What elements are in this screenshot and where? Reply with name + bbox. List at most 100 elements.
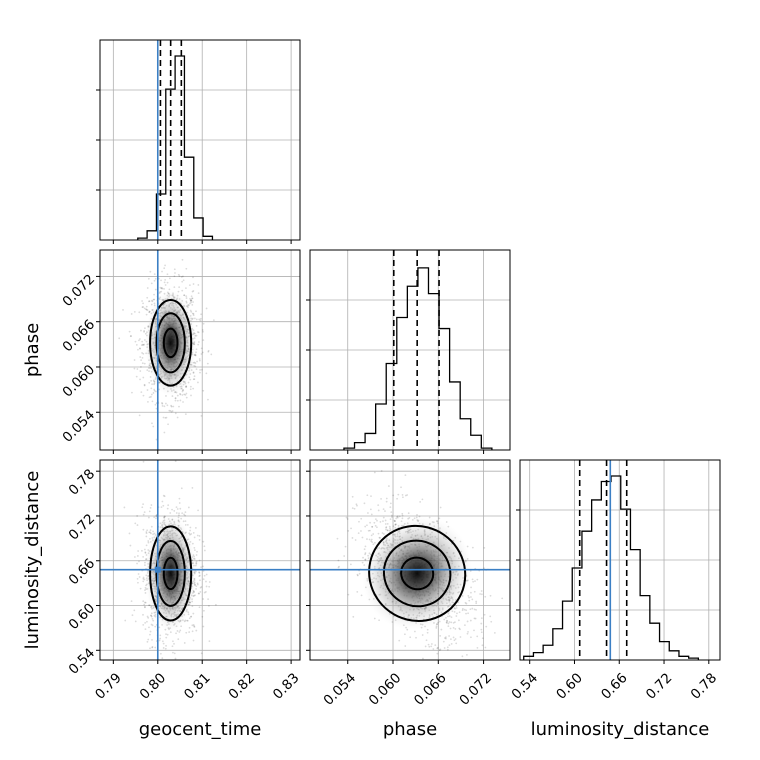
scatter-point (151, 422, 153, 425)
scatter-point (146, 640, 149, 643)
scatter-point (205, 573, 208, 576)
scatter-point (480, 622, 483, 625)
scatter-point (176, 399, 179, 402)
scatter-point (369, 529, 371, 532)
scatter-point (208, 581, 211, 583)
scatter-point (207, 598, 210, 601)
scatter-point (385, 526, 387, 529)
scatter-point (448, 644, 451, 647)
scatter-point (136, 524, 139, 526)
scatter-point (148, 531, 151, 534)
y-tick-label-luminosity_distance-2: 0.66 (66, 556, 99, 589)
scatter-point (135, 375, 138, 378)
scatter-point (168, 288, 171, 291)
scatter-point (194, 365, 197, 368)
scatter-point (374, 518, 377, 520)
scatter-point (178, 502, 181, 504)
scatter-point (193, 378, 196, 381)
scatter-point (459, 628, 461, 631)
scatter-point (351, 495, 354, 498)
scatter-point (193, 546, 196, 549)
scatter-point (163, 431, 166, 434)
scatter-point (463, 624, 466, 627)
scatter-point (133, 367, 136, 370)
scatter-point (183, 393, 186, 396)
scatter-point (142, 376, 145, 379)
scatter-point (175, 632, 177, 635)
y-tick-label-luminosity_distance-0: 0.54 (66, 645, 99, 678)
scatter-point (371, 525, 373, 528)
x-tick-label-luminosity_distance-0: 0.54 (509, 670, 542, 703)
scatter-point (469, 608, 472, 611)
scatter-point (122, 309, 124, 311)
contour-0 (400, 556, 435, 591)
scatter-point (202, 570, 205, 572)
scatter-point (448, 621, 451, 623)
scatter-point (151, 383, 154, 386)
scatter-point (196, 583, 199, 586)
scatter-point (483, 546, 486, 549)
scatter-point (142, 394, 145, 397)
scatter-point (184, 511, 187, 513)
scatter-point (471, 546, 474, 549)
x-tick-label-geocent_time-2: 0.81 (181, 670, 214, 703)
scatter-point (161, 657, 164, 660)
scatter-point (174, 657, 177, 660)
scatter-point (175, 512, 178, 514)
scatter-point (153, 279, 156, 282)
scatter-point (439, 506, 442, 509)
scatter-point (190, 394, 192, 397)
scatter-point (196, 534, 199, 537)
scatter-point (160, 286, 163, 289)
scatter-point (428, 645, 431, 648)
scatter-point (474, 580, 476, 583)
scatter-point (142, 460, 145, 463)
scatter-point (144, 564, 146, 566)
scatter-point (141, 506, 144, 509)
scatter-point (364, 552, 367, 554)
y-tick-label-luminosity_distance-4: 0.78 (66, 466, 99, 499)
scatter-point (370, 540, 373, 542)
scatter-point (178, 670, 180, 672)
scatter-point (453, 639, 456, 642)
scatter-point (199, 591, 202, 593)
scatter-point (452, 621, 455, 624)
scatter-point (161, 402, 164, 405)
scatter-point (214, 603, 217, 606)
scatter-point (469, 619, 472, 622)
scatter-point (173, 642, 175, 645)
scatter-point (207, 349, 210, 352)
scatter-point (480, 631, 483, 634)
scatter-point (458, 627, 461, 630)
scatter-point (361, 536, 364, 539)
scatter-point (133, 556, 136, 558)
scatter-point (471, 598, 474, 601)
scatter-point (371, 525, 374, 528)
scatter-point (140, 391, 143, 393)
scatter-point (138, 414, 141, 417)
scatter-point (458, 611, 461, 614)
scatter-point (142, 576, 145, 579)
scatter-point (141, 306, 144, 309)
scatter-point (473, 617, 476, 620)
scatter-point (200, 347, 203, 350)
density-shading (145, 515, 197, 632)
y-axis-label-phase: phase (22, 323, 43, 377)
scatter-point (349, 563, 352, 566)
scatter-point (164, 264, 166, 267)
scatter-point (152, 425, 155, 428)
scatter-point (347, 530, 350, 532)
scatter-point (153, 298, 156, 301)
scatter-point (181, 289, 184, 292)
scatter-point (201, 329, 204, 331)
scatter-point (174, 397, 177, 400)
scatter-point (475, 602, 478, 605)
scatter-point (185, 287, 187, 290)
scatter-point (144, 592, 147, 594)
scatter-point (370, 495, 372, 497)
scatter-point (150, 525, 153, 528)
scatter-point (484, 646, 487, 649)
scatter-point (454, 638, 457, 640)
scatter-point (189, 526, 192, 529)
scatter-point (474, 617, 477, 620)
